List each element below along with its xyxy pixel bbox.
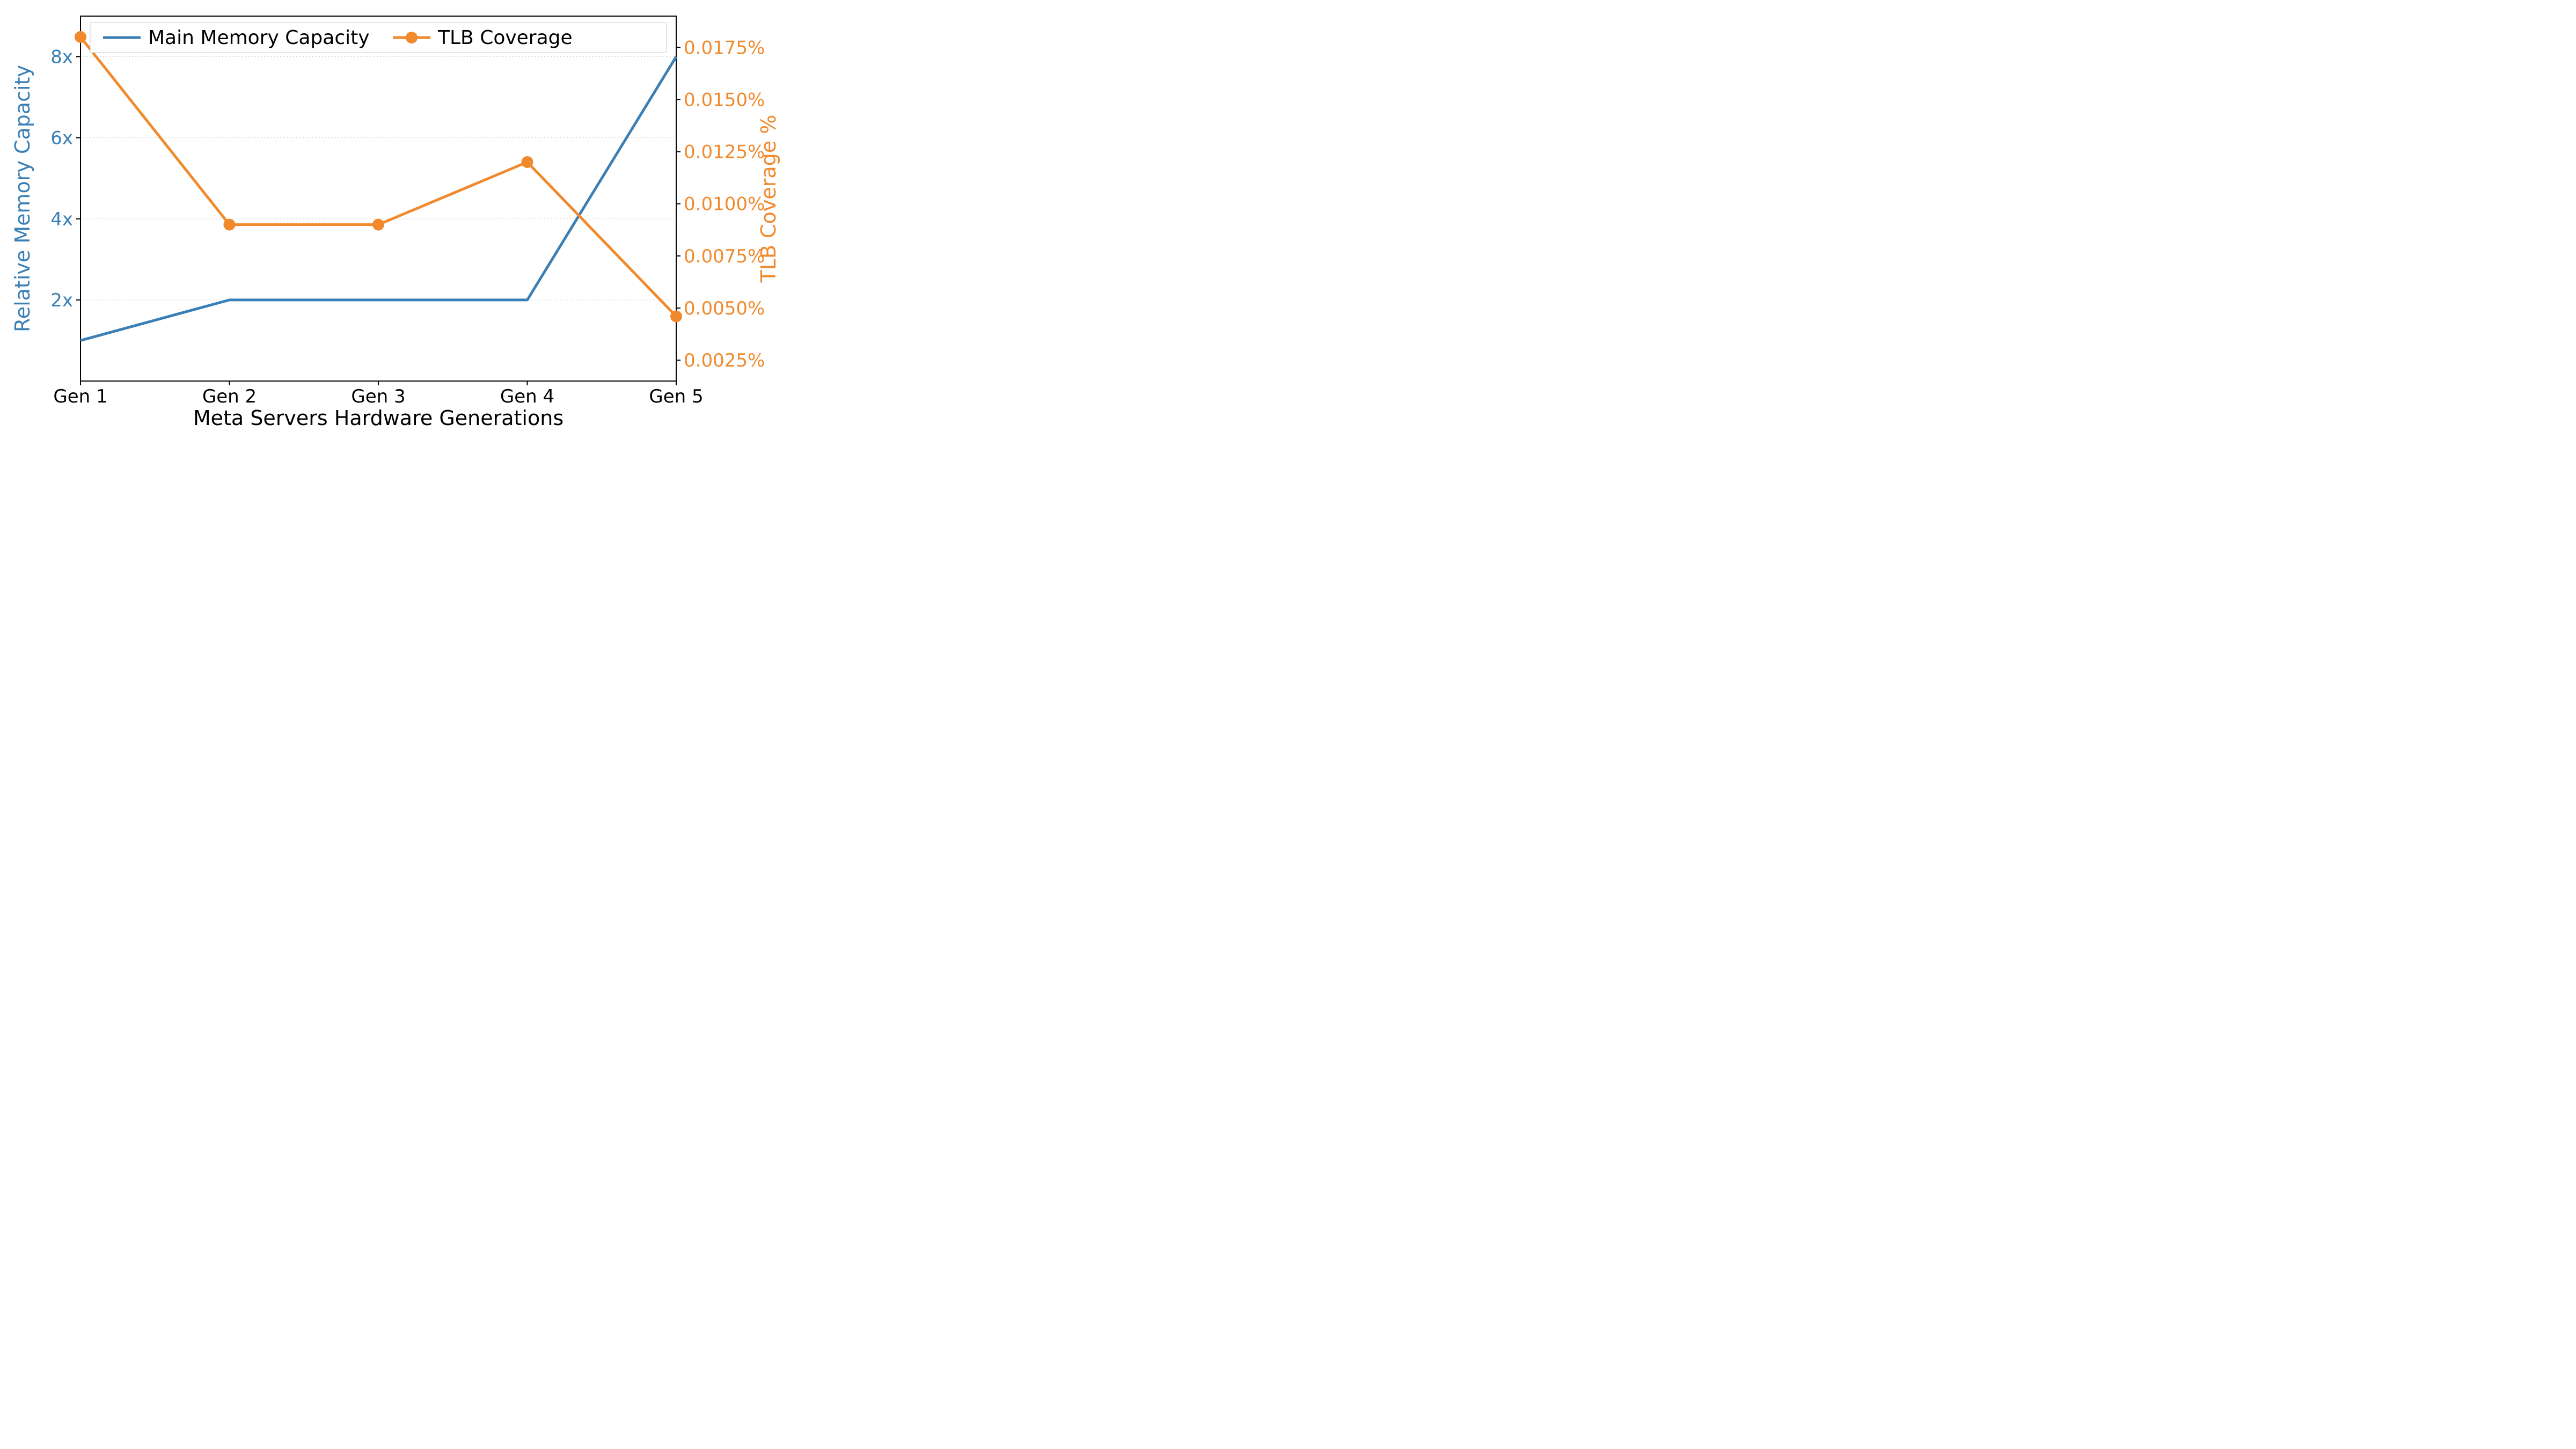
x-tick-label: Gen 4 [500,386,554,407]
chart-svg: Gen 1 Gen 2 Gen 3 Gen 4 Gen 5 Meta Servers Ha… [0,0,789,444]
y-left-tick-label: 8x [50,47,73,68]
y-right-axis-label: TLB Coverage % [757,115,780,283]
y-right-tick-label: 0.0025% [684,350,765,371]
y-right-tick-label: 0.0100% [684,194,765,215]
series-marker [372,219,384,231]
x-tick-label: Gen 5 [649,386,703,407]
legend: Main Memory Capacity TLB Coverage [90,23,667,53]
y-left-axis-label: Relative Memory Capacity [11,65,34,332]
x-axis-label: Meta Servers Hardware Generations [193,406,564,430]
x-tick-label: Gen 1 [53,386,107,407]
y-left-tick-label: 4x [50,209,73,230]
x-tick-label: Gen 3 [351,386,405,407]
y-right-tick-label: 0.0075% [684,246,765,267]
series-marker [224,219,236,231]
y-right-tick-label: 0.0050% [684,298,765,319]
x-tick-label: Gen 2 [202,386,257,407]
series-marker [75,31,86,43]
chart-container: Gen 1 Gen 2 Gen 3 Gen 4 Gen 5 Meta Servers Ha… [0,0,789,444]
series-marker [522,156,533,168]
y-right-tick-label: 0.0125% [684,142,765,163]
legend-label: TLB Coverage [437,27,573,49]
series-marker [670,311,682,323]
y-right-tick-label: 0.0175% [684,37,765,58]
y-left-tick-label: 6x [50,128,73,149]
legend-label: Main Memory Capacity [148,27,370,49]
y-left-tick-label: 2x [50,290,73,311]
y-right-tick-label: 0.0150% [684,89,765,111]
